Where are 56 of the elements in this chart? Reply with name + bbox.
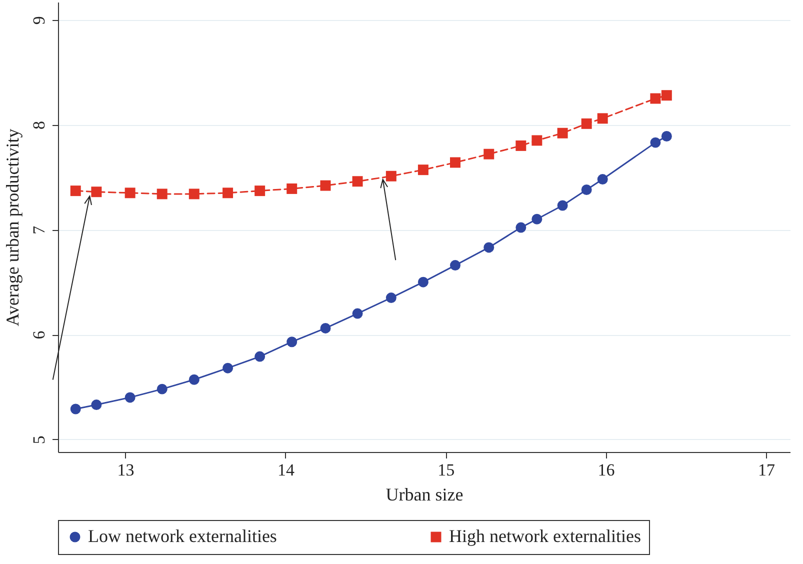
point — [557, 200, 568, 211]
x-axis-title: Urban size — [386, 484, 464, 504]
point — [386, 170, 396, 182]
point — [661, 131, 672, 142]
point — [222, 188, 234, 198]
y-tick-label: 5 — [30, 436, 48, 444]
point — [516, 140, 526, 151]
point — [597, 113, 608, 124]
y-tick-label: 6 — [30, 330, 48, 340]
y-tick-label: 8 — [30, 120, 48, 130]
point — [286, 336, 298, 348]
point — [91, 400, 102, 410]
point — [188, 188, 200, 200]
point — [124, 392, 136, 403]
point — [418, 276, 428, 288]
point — [320, 180, 331, 191]
point — [188, 374, 200, 385]
x-tick-label: 17 — [758, 460, 776, 480]
point — [156, 188, 168, 200]
point — [124, 188, 136, 198]
point — [484, 148, 494, 160]
point — [320, 322, 331, 334]
point — [418, 164, 428, 176]
point — [70, 404, 81, 414]
point — [254, 186, 266, 196]
x-tick-label: 15 — [438, 460, 455, 480]
point — [532, 214, 542, 224]
point — [650, 137, 661, 148]
point — [484, 242, 494, 253]
point — [597, 174, 608, 185]
point — [581, 184, 592, 195]
point — [557, 128, 568, 138]
point — [352, 176, 363, 187]
x-tick-label: 14 — [277, 460, 295, 480]
point — [532, 135, 542, 146]
point — [70, 186, 81, 196]
point — [254, 351, 266, 362]
point — [450, 157, 460, 168]
point — [352, 308, 363, 319]
legend-label: Low network externalities — [88, 526, 277, 546]
point — [661, 90, 672, 101]
x-tick-label: 16 — [598, 460, 615, 480]
point — [222, 362, 234, 374]
point — [156, 384, 168, 394]
point — [450, 260, 460, 271]
point — [516, 222, 526, 233]
point — [91, 186, 102, 198]
point — [286, 183, 298, 194]
point — [650, 93, 661, 104]
legend-label: High network externalities — [449, 526, 641, 546]
y-tick-label: 9 — [30, 16, 48, 25]
x-tick-label: 13 — [117, 460, 134, 480]
y-tick-label: 7 — [30, 225, 48, 234]
y-axis-title: Average urban productivity — [2, 128, 22, 326]
point — [581, 118, 592, 129]
point — [386, 292, 396, 304]
